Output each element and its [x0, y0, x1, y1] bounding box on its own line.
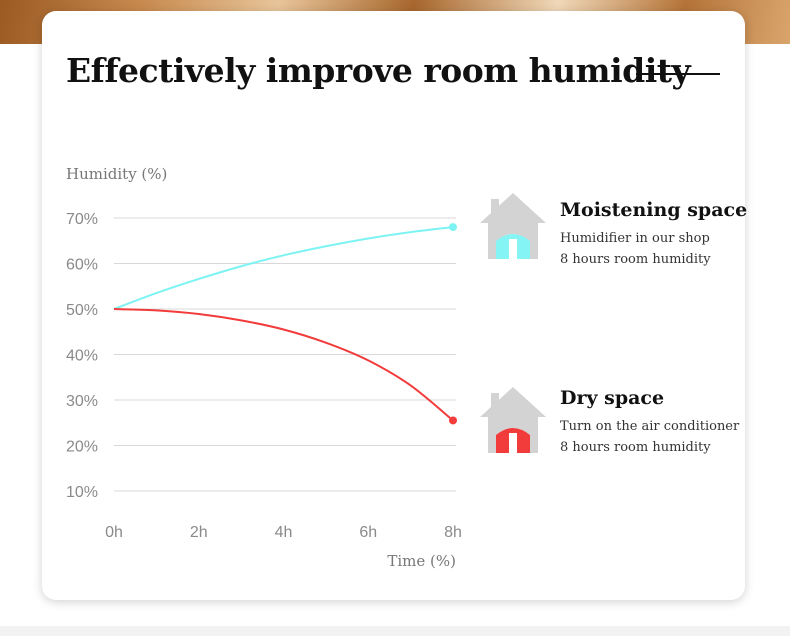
series-line-moistening [113, 226, 454, 310]
x-tick-label: 4h [275, 524, 293, 541]
y-tick-label: 40% [66, 348, 98, 365]
y-axis-title: Humidity (%) [66, 165, 167, 183]
house-icon [480, 387, 546, 453]
legend-desc-line2: 8 hours room humidity [560, 440, 711, 455]
legend-desc-line2: 8 hours room humidity [560, 252, 711, 267]
chart-series [113, 223, 457, 425]
x-tick-label: 0h [105, 524, 123, 541]
y-tick-label: 10% [66, 484, 98, 501]
legend-moistening: Moistening space Humidifier in our shop … [476, 189, 748, 269]
legend-title-moistening: Moistening space [560, 199, 748, 221]
y-tick-label: 60% [66, 257, 98, 274]
series-endpoint-moistening [449, 223, 457, 232]
house-icon [480, 193, 546, 259]
page-title: Effectively improve room humidity [66, 51, 691, 90]
series-endpoint-dry [449, 416, 457, 425]
legend-desc-line1: Turn on the air conditioner [560, 419, 740, 434]
y-tick-labels: 70% 60% 50% 40% 30% 20% 10% [66, 211, 98, 501]
y-tick-label: 30% [66, 393, 98, 410]
legend-dry: Dry space Turn on the air conditioner 8 … [476, 383, 744, 463]
x-tick-labels: 0h 2h 4h 6h 8h [105, 524, 462, 541]
x-tick-label: 6h [359, 524, 377, 541]
humidity-card: Effectively improve room humidity Humidi… [42, 11, 748, 600]
humidity-chart: Humidity (%) 70% 60% 50% 40% 30% 20% 10% 0h 2h 4… [66, 165, 462, 570]
title-rule [636, 73, 720, 75]
y-tick-label: 20% [66, 439, 98, 456]
legend-title-dry: Dry space [560, 387, 665, 409]
series-line-dry [113, 308, 454, 422]
y-tick-label: 50% [66, 302, 98, 319]
y-tick-label: 70% [66, 211, 98, 228]
chart-grid [114, 217, 456, 492]
legend-desc-line1: Humidifier in our shop [560, 231, 710, 246]
x-tick-label: 8h [444, 524, 462, 541]
x-tick-label: 2h [190, 524, 208, 541]
x-axis-title: Time (%) [387, 552, 456, 570]
